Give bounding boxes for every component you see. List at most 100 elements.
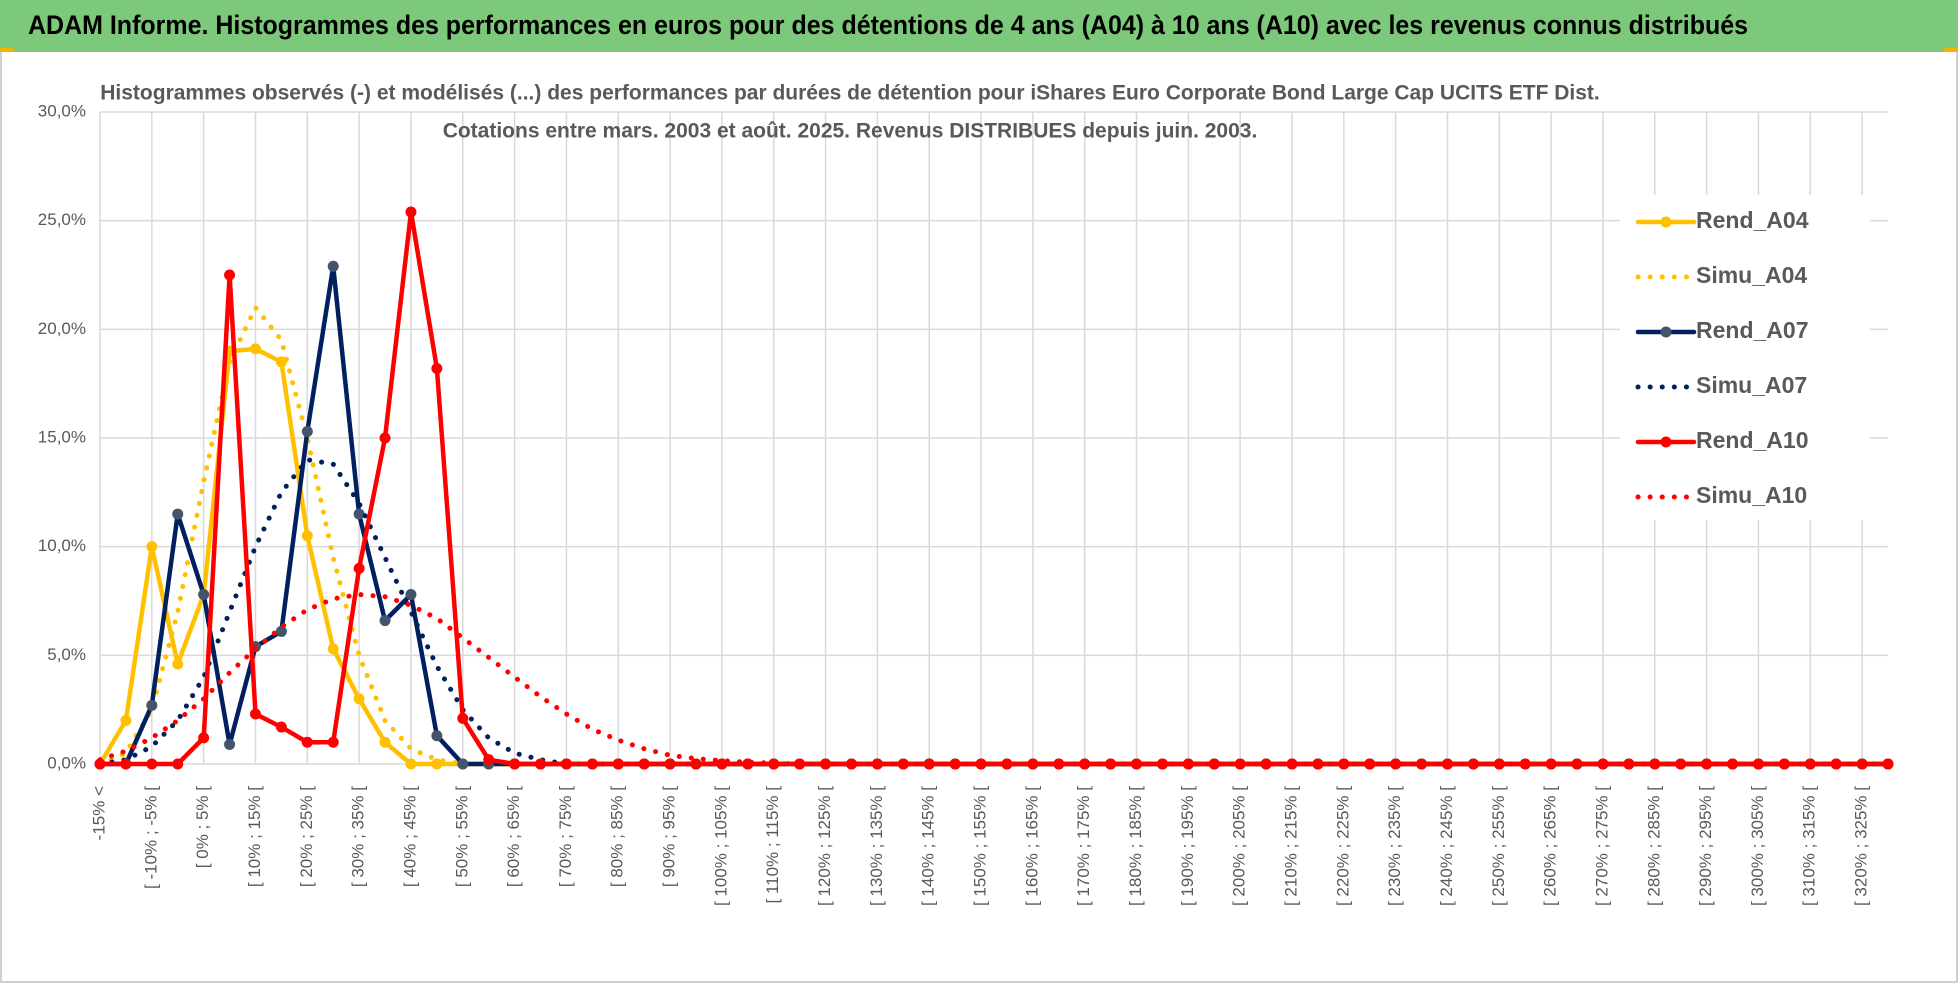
legend-box bbox=[1620, 195, 1870, 520]
x-tick-label: [ 50% ; 55% [ bbox=[452, 786, 471, 887]
x-tick-label: [ 80% ; 85% [ bbox=[608, 786, 627, 887]
point bbox=[301, 736, 313, 748]
point bbox=[1467, 758, 1479, 770]
x-tick-label: [ 100% ; 105% [ bbox=[711, 786, 730, 906]
point bbox=[249, 708, 261, 720]
x-tick-label: [ 60% ; 65% [ bbox=[504, 786, 523, 887]
point bbox=[1649, 758, 1661, 770]
point bbox=[379, 736, 391, 748]
point bbox=[353, 562, 365, 574]
x-tick-label: [ 320% ; 325% [ bbox=[1852, 786, 1871, 906]
point bbox=[923, 758, 935, 770]
point bbox=[560, 758, 572, 770]
x-tick-label: [ 130% ; 135% [ bbox=[867, 786, 886, 906]
point bbox=[1105, 758, 1117, 770]
corner bbox=[1944, 48, 1958, 52]
x-tick-label: [ -10% ; -5% [ bbox=[141, 786, 160, 889]
point bbox=[1856, 758, 1868, 770]
point bbox=[120, 758, 132, 770]
point bbox=[1778, 758, 1790, 770]
x-tick-label: [ 200% ; 205% [ bbox=[1230, 786, 1249, 906]
point bbox=[1260, 758, 1272, 770]
legend-label: Simu_A10 bbox=[1696, 482, 1807, 508]
x-tick-label: [ 70% ; 75% [ bbox=[556, 786, 575, 887]
point bbox=[146, 541, 158, 553]
point bbox=[535, 758, 547, 770]
y-tick-label: 25,0% bbox=[38, 210, 86, 229]
x-tick-label: [ 250% ; 255% [ bbox=[1489, 786, 1508, 906]
point bbox=[1804, 758, 1816, 770]
point bbox=[1208, 758, 1220, 770]
legend-marker bbox=[1660, 216, 1672, 228]
point bbox=[1441, 758, 1453, 770]
point bbox=[405, 206, 417, 218]
x-tick-label: [ 220% ; 225% [ bbox=[1333, 786, 1352, 906]
point bbox=[1571, 758, 1583, 770]
point bbox=[146, 699, 158, 711]
y-tick-label: 30,0% bbox=[38, 101, 86, 120]
y-tick-label: 10,0% bbox=[38, 536, 86, 555]
y-tick-label: 15,0% bbox=[38, 427, 86, 446]
chart-title: Cotations entre mars. 2003 et août. 2025… bbox=[443, 120, 1258, 143]
x-tick-label: [ 90% ; 95% [ bbox=[660, 786, 679, 887]
point bbox=[301, 425, 313, 437]
point bbox=[1416, 758, 1428, 770]
x-tick-label: [ 120% ; 125% [ bbox=[815, 786, 834, 906]
x-tick-label: [ 40% ; 45% [ bbox=[400, 786, 419, 887]
point bbox=[172, 508, 184, 520]
legend-label: Simu_A07 bbox=[1696, 372, 1807, 398]
legend-label: Simu_A04 bbox=[1696, 262, 1807, 288]
x-tick-label: [ 0% ; 5% [ bbox=[193, 786, 212, 868]
point bbox=[327, 736, 339, 748]
point bbox=[457, 712, 469, 724]
point bbox=[690, 758, 702, 770]
point bbox=[94, 758, 106, 770]
point bbox=[1597, 758, 1609, 770]
x-tick-label: [ 240% ; 245% [ bbox=[1437, 786, 1456, 906]
x-tick-label: [ 10% ; 15% [ bbox=[245, 786, 264, 887]
point bbox=[146, 758, 158, 770]
point bbox=[405, 758, 417, 770]
x-tick-label: [ 140% ; 145% [ bbox=[919, 786, 938, 906]
point bbox=[1882, 758, 1894, 770]
point bbox=[301, 530, 313, 542]
header-bar bbox=[0, 0, 1958, 52]
legend-label: Rend_A10 bbox=[1696, 427, 1808, 453]
x-tick-label: [ 30% ; 35% [ bbox=[349, 786, 368, 887]
x-tick-label: [ 270% ; 275% [ bbox=[1592, 786, 1611, 906]
point bbox=[897, 758, 909, 770]
point bbox=[353, 693, 365, 705]
point bbox=[224, 738, 236, 750]
legend-marker bbox=[1660, 326, 1672, 338]
y-tick-label: 5,0% bbox=[47, 645, 86, 664]
point bbox=[198, 732, 210, 744]
point bbox=[379, 615, 391, 627]
x-tick-label: -15% < bbox=[89, 786, 108, 840]
corner bbox=[0, 48, 14, 52]
point bbox=[871, 758, 883, 770]
point bbox=[198, 588, 210, 600]
point bbox=[509, 758, 521, 770]
point bbox=[353, 508, 365, 520]
point bbox=[431, 730, 443, 742]
point bbox=[431, 758, 443, 770]
point bbox=[1675, 758, 1687, 770]
point bbox=[172, 758, 184, 770]
chart-title: Histogrammes observés (-) et modélisés (… bbox=[100, 82, 1600, 105]
point bbox=[457, 758, 469, 770]
point bbox=[1390, 758, 1402, 770]
legend-marker bbox=[1660, 436, 1672, 448]
point bbox=[1234, 758, 1246, 770]
point bbox=[275, 625, 287, 637]
point bbox=[1830, 758, 1842, 770]
x-tick-label: [ 310% ; 315% [ bbox=[1800, 786, 1819, 906]
x-tick-label: [ 180% ; 185% [ bbox=[1126, 786, 1145, 906]
point bbox=[120, 715, 132, 727]
point bbox=[716, 758, 728, 770]
point bbox=[275, 721, 287, 733]
legend-label: Rend_A04 bbox=[1696, 207, 1809, 233]
legend-label: Rend_A07 bbox=[1696, 317, 1808, 343]
x-tick-label: [ 160% ; 165% [ bbox=[1022, 786, 1041, 906]
x-tick-label: [ 230% ; 235% [ bbox=[1385, 786, 1404, 906]
